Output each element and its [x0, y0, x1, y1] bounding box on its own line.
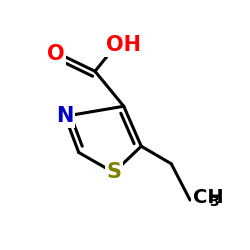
Text: 3: 3	[209, 195, 218, 209]
Text: OH: OH	[106, 35, 141, 55]
Text: S: S	[106, 162, 121, 182]
Text: N: N	[56, 106, 74, 126]
Text: O: O	[47, 44, 64, 64]
Text: CH: CH	[192, 188, 223, 207]
